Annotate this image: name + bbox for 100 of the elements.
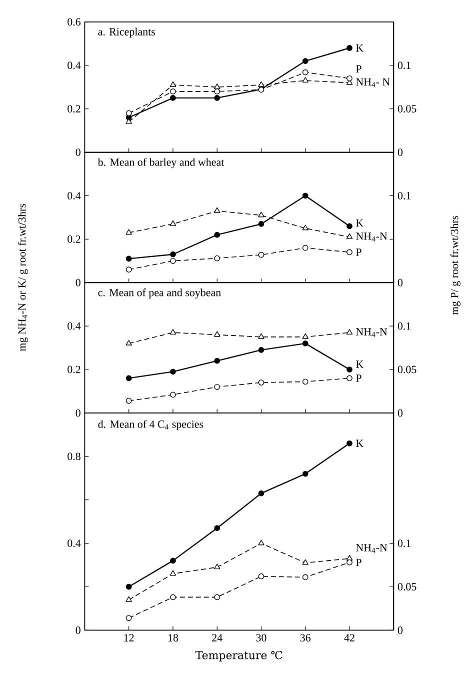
y2-tick-label: 0 (398, 148, 402, 156)
point (214, 95, 220, 101)
point (258, 347, 264, 353)
point (302, 244, 308, 251)
y2-tick-label: 0.05 (398, 366, 416, 374)
y2-tick-label: 0 (398, 626, 402, 634)
point (126, 398, 132, 404)
point (258, 380, 264, 386)
series-label: K (356, 44, 364, 52)
point (346, 329, 352, 335)
point (302, 192, 308, 199)
series-label: K (356, 440, 364, 447)
point (170, 570, 176, 576)
point (258, 221, 264, 227)
x-tick-label: 24 (212, 634, 222, 642)
point (170, 81, 176, 87)
chart-title: c. Mean of pea and soybean (98, 288, 221, 299)
y-tick-label: 0.4 (67, 540, 81, 548)
series-label: K (356, 360, 364, 368)
y2-tick-label: 0 (398, 278, 402, 286)
point (302, 58, 308, 64)
point (214, 358, 220, 364)
x-tick-label: 42 (344, 634, 354, 642)
x-tick-label: 12 (124, 634, 134, 642)
x-tick-label: 30 (256, 634, 266, 642)
point (214, 88, 220, 94)
point (302, 77, 308, 83)
x-tick-label: 36 (300, 634, 310, 642)
point (346, 75, 352, 82)
point (170, 251, 176, 258)
series-label: P (356, 65, 362, 72)
series-label: NH$_{4}$-N (356, 232, 387, 242)
y2-tick-label: 0.1 (398, 192, 410, 200)
y-tick-label: 0.4 (67, 62, 81, 70)
point (214, 525, 220, 532)
point (214, 84, 220, 90)
y-tick-label: 0.2 (67, 105, 80, 113)
point (302, 333, 308, 339)
point (170, 95, 176, 101)
text: d. Mean of 4 C$_{4}$ species (98, 420, 203, 430)
y-tick-label: 0.2 (67, 235, 80, 243)
point (258, 540, 264, 546)
series-label: P (356, 374, 362, 382)
point (214, 207, 220, 213)
y2-tick-label: 0.1 (398, 322, 410, 330)
point (214, 384, 220, 390)
point (302, 224, 308, 230)
point (170, 594, 176, 600)
point (126, 615, 132, 621)
y-tick-label: 0 (76, 409, 80, 417)
point (346, 249, 352, 256)
series-label: NH$_{4}$-N (356, 328, 387, 337)
point (258, 490, 264, 496)
series-label: NH$_{4}$- N (356, 78, 390, 88)
series-label: NH$_{4}$-N (356, 544, 387, 553)
y2-tick-label: 0.05 (398, 583, 416, 590)
point (346, 440, 352, 446)
y2-tick-label: 0 (398, 409, 402, 417)
point (170, 329, 176, 335)
point (126, 229, 132, 235)
series-label: K (356, 219, 364, 227)
y2-axis-title: mg P/ g root fr.wt/3hrs (450, 216, 460, 315)
point (126, 340, 132, 346)
chart-title: a. Riceplants (98, 28, 155, 38)
point (126, 256, 132, 262)
x-axis-title: Temperature ℃ (195, 650, 282, 662)
point (258, 81, 264, 87)
point (258, 573, 264, 580)
point (126, 375, 132, 382)
point (214, 564, 220, 570)
point (126, 266, 132, 273)
series-label: P (356, 558, 362, 566)
point (214, 255, 220, 262)
point (170, 220, 176, 226)
x-tick-label: 18 (168, 634, 178, 642)
y2-tick-label: 0.1 (398, 540, 410, 548)
point (126, 596, 132, 602)
point (214, 594, 220, 600)
point (302, 559, 308, 565)
point (302, 69, 308, 76)
point (346, 233, 352, 239)
point (302, 470, 308, 477)
point (302, 574, 308, 580)
y-tick-label: 0 (76, 626, 80, 634)
point (346, 223, 352, 230)
y-tick-label: 0.2 (67, 366, 80, 374)
point (346, 375, 352, 382)
point (346, 366, 352, 372)
point (126, 584, 132, 590)
y-tick-label: 0.6 (67, 18, 80, 26)
point (258, 252, 264, 258)
y-tick-label: 0 (76, 278, 80, 286)
y2-tick-label: 0.1 (398, 62, 410, 70)
point (302, 378, 308, 385)
point (170, 258, 176, 264)
point (170, 558, 176, 564)
y-axis-title: mg NH$_{4}$-N or K/ g root fr.wt/3hrs (18, 204, 28, 352)
point (170, 368, 176, 375)
point (346, 45, 352, 51)
point (170, 88, 176, 94)
